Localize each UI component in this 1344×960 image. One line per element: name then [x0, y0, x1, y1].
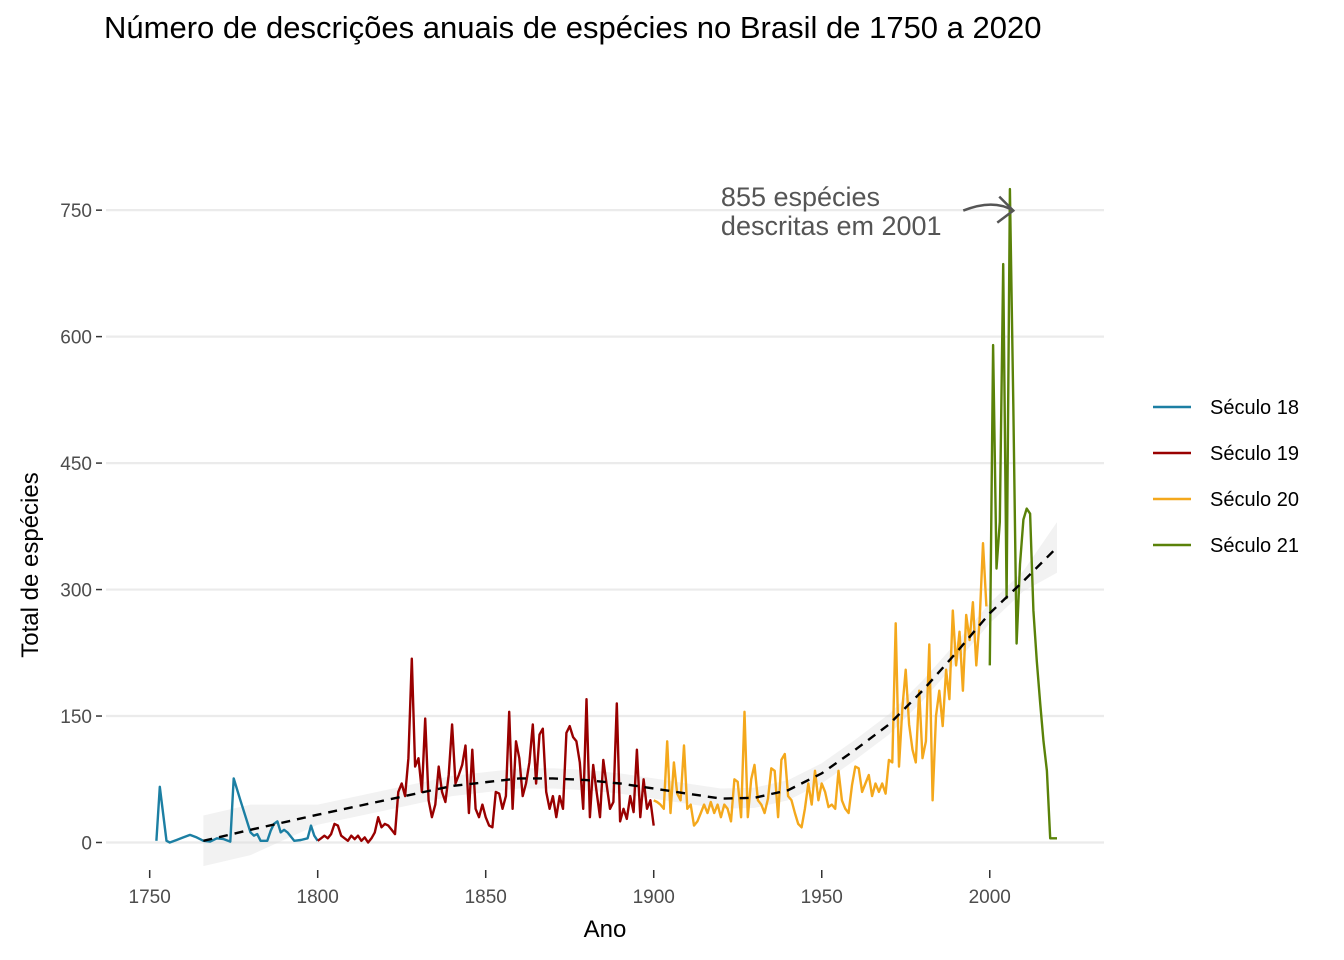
series-line-século-21	[988, 187, 1057, 840]
series-line-século-20	[653, 542, 988, 829]
y-tick-label: 750	[60, 201, 92, 222]
axes: 0 150 300 450 600 750 1750 1800 1850 1900 1950 2000…	[17, 201, 1011, 943]
trend-band	[203, 522, 1057, 867]
trend-dashed-line	[203, 546, 1058, 842]
series-line-século-18	[155, 777, 319, 844]
x-tick-label: 1850	[465, 887, 507, 908]
x-tick-label: 1750	[129, 887, 171, 908]
chart-title: Número de descrições anuais de espécies …	[104, 10, 1042, 45]
x-tick-label: 1800	[297, 887, 339, 908]
annotation-arrowhead	[996, 195, 1016, 224]
series-line-século-19	[316, 657, 655, 844]
legend-label: Século 19	[1210, 443, 1299, 465]
y-tick-label: 0	[81, 833, 92, 854]
legend-label: Século 18	[1210, 397, 1299, 419]
legend: Século 18 Século 19 Século 20 Século 21	[1153, 397, 1299, 557]
annotation-text: descritas em 2001	[721, 211, 942, 241]
annotation-text: 855 espécies	[721, 182, 880, 212]
y-tick-label: 450	[60, 454, 92, 475]
trend-confidence-band	[203, 522, 1057, 867]
grid-lines	[106, 209, 1104, 844]
y-tick-label: 600	[60, 328, 92, 349]
legend-label: Século 20	[1210, 489, 1299, 511]
series-lines	[155, 187, 1057, 844]
trend-line	[203, 546, 1058, 842]
x-axis-title: Ano	[584, 916, 627, 943]
y-axis-title: Total de espécies	[17, 472, 44, 657]
x-tick-label: 2000	[969, 887, 1011, 908]
x-tick-label: 1950	[801, 887, 843, 908]
y-tick-label: 150	[60, 707, 92, 728]
x-tick-label: 1900	[633, 887, 675, 908]
y-tick-label: 300	[60, 581, 92, 602]
legend-label: Século 21	[1210, 535, 1299, 557]
